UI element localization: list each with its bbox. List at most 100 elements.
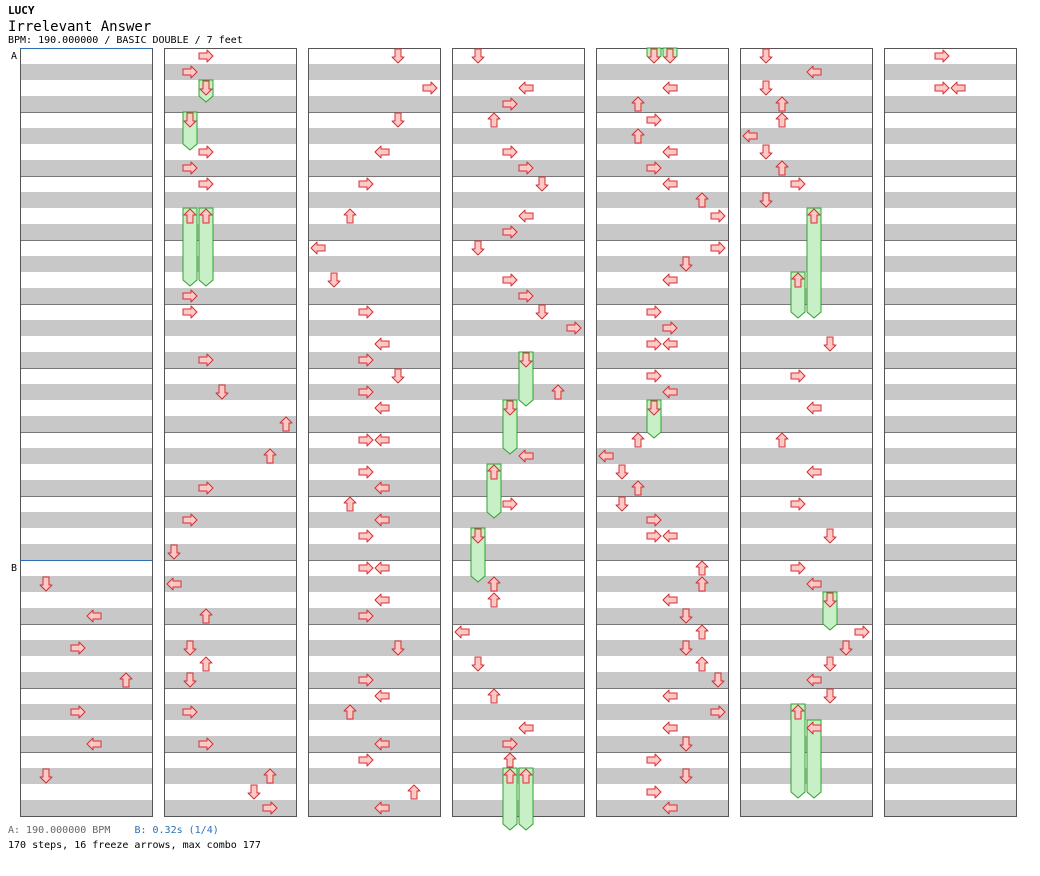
arrow-right-icon [358, 609, 374, 623]
stripe [308, 640, 440, 656]
stripe [308, 256, 440, 272]
arrow-up-icon [487, 464, 501, 480]
chart-column [308, 48, 441, 817]
arrow-right-icon [502, 737, 518, 751]
arrow-left-icon [374, 689, 390, 703]
arrow-shape [790, 561, 806, 575]
arrow-shape [679, 256, 693, 272]
arrow-right-icon [182, 161, 198, 175]
stripe [452, 704, 584, 720]
arrow-right-icon [182, 513, 198, 527]
arrow-shape [374, 145, 390, 159]
arrow-shape [487, 688, 501, 704]
arrow-shape [247, 784, 261, 800]
stripe [740, 384, 872, 400]
stripe [740, 736, 872, 752]
freeze-arrow [646, 47, 662, 64]
arrow-down-icon [759, 48, 773, 64]
arrow-shape [775, 432, 789, 448]
arrow-up-icon [263, 768, 277, 784]
stripe [740, 160, 872, 176]
arrow-shape [183, 640, 197, 656]
arrow-up-icon [631, 128, 645, 144]
arrow-shape [327, 272, 341, 288]
arrow-right-icon [518, 161, 534, 175]
arrow-left-icon [662, 81, 678, 95]
arrow-shape [182, 161, 198, 175]
stripe [20, 352, 152, 368]
arrow-right-icon [790, 497, 806, 511]
stripe [308, 352, 440, 368]
stripe [308, 160, 440, 176]
stripe [452, 480, 584, 496]
arrow-shape [502, 497, 518, 511]
stripe [20, 416, 152, 432]
arrow-shape [391, 640, 405, 656]
arrow-right-icon [518, 289, 534, 303]
arrow-shape [711, 672, 725, 688]
stripe [20, 192, 152, 208]
freeze-body [502, 767, 518, 831]
arrow-shape [759, 80, 773, 96]
arrow-down-icon [679, 640, 693, 656]
arrow-down-icon [823, 528, 837, 544]
stripe [20, 288, 152, 304]
arrow-down-icon [823, 688, 837, 704]
arrow-shape [518, 449, 534, 463]
stripe [308, 64, 440, 80]
stripe [884, 512, 1016, 528]
stripe [740, 544, 872, 560]
stripe [308, 480, 440, 496]
arrow-left-icon [806, 577, 822, 591]
stripe [596, 704, 728, 720]
arrow-up-icon [199, 208, 213, 224]
arrow-shape [503, 400, 517, 416]
arrow-down-icon [679, 768, 693, 784]
arrow-right-icon [198, 353, 214, 367]
arrow-left-icon [806, 401, 822, 415]
arrow-shape [662, 81, 678, 95]
arrow-down-icon [215, 384, 229, 400]
arrow-down-icon [167, 544, 181, 560]
stripe [884, 736, 1016, 752]
stripe [164, 640, 296, 656]
arrow-down-icon [183, 640, 197, 656]
arrow-right-icon [710, 209, 726, 223]
freeze-body [502, 399, 518, 455]
arrow-up-icon [695, 560, 709, 576]
stripe [164, 160, 296, 176]
arrow-down-icon [759, 144, 773, 160]
stripe [596, 352, 728, 368]
stripe [164, 416, 296, 432]
arrow-down-icon [679, 256, 693, 272]
stripe [20, 672, 152, 688]
arrow-shape [358, 673, 374, 687]
arrow-shape [518, 81, 534, 95]
stripe [164, 192, 296, 208]
arrow-shape [791, 272, 805, 288]
arrow-down-icon [327, 272, 341, 288]
arrow-shape [535, 304, 549, 320]
arrow-left-icon [662, 145, 678, 159]
arrow-shape [934, 49, 950, 63]
stripe [884, 448, 1016, 464]
stripe [164, 352, 296, 368]
stripe [884, 704, 1016, 720]
arrow-left-icon [518, 721, 534, 735]
artist-name: LUCY [8, 4, 35, 17]
arrow-left-icon [374, 337, 390, 351]
arrow-shape [662, 385, 678, 399]
arrow-right-icon [854, 625, 870, 639]
arrow-shape [374, 561, 390, 575]
stripe [452, 224, 584, 240]
stripe [452, 416, 584, 432]
arrow-right-icon [646, 753, 662, 767]
arrow-right-icon [646, 113, 662, 127]
stripe [884, 608, 1016, 624]
stripe [884, 192, 1016, 208]
freeze-arrow [662, 47, 678, 64]
arrow-shape [759, 144, 773, 160]
arrow-shape [198, 49, 214, 63]
arrow-up-icon [775, 112, 789, 128]
arrow-shape [182, 289, 198, 303]
